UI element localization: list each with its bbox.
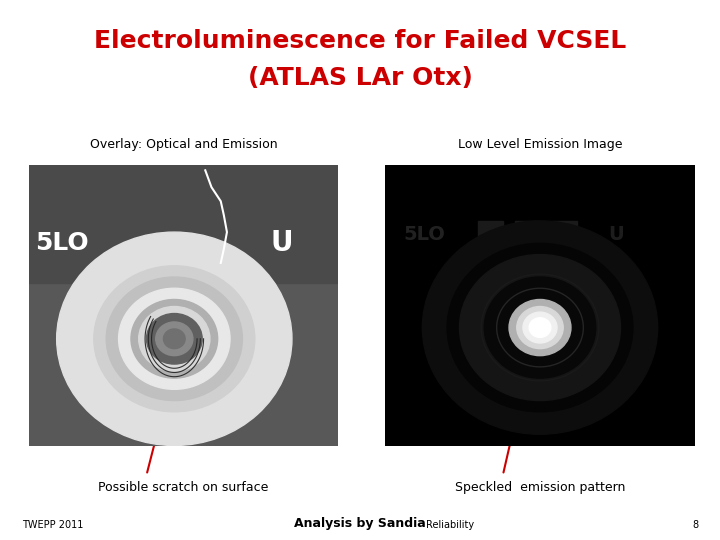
Circle shape <box>57 232 292 446</box>
Text: 5LO: 5LO <box>35 231 89 255</box>
Circle shape <box>423 221 657 434</box>
Circle shape <box>94 266 255 412</box>
Bar <box>29 165 338 282</box>
Circle shape <box>119 288 230 389</box>
Circle shape <box>447 244 633 412</box>
Text: Overlay: Optical and Emission: Overlay: Optical and Emission <box>90 138 277 151</box>
Text: 5LO: 5LO <box>404 225 446 245</box>
Text: Reliability: Reliability <box>426 520 474 530</box>
Bar <box>516 221 540 254</box>
Circle shape <box>107 277 243 401</box>
Bar <box>478 221 503 254</box>
Circle shape <box>146 314 202 364</box>
Bar <box>552 221 577 254</box>
Circle shape <box>517 307 563 349</box>
Text: Possible scratch on surface: Possible scratch on surface <box>99 481 269 494</box>
Circle shape <box>509 300 571 356</box>
Text: Electroluminescence for Failed VCSEL: Electroluminescence for Failed VCSEL <box>94 29 626 52</box>
Circle shape <box>131 300 217 378</box>
Circle shape <box>163 329 185 349</box>
Circle shape <box>529 318 551 338</box>
Circle shape <box>459 254 621 401</box>
Text: TWEPP 2011: TWEPP 2011 <box>22 520 83 530</box>
Text: U: U <box>270 230 293 258</box>
Text: U: U <box>608 225 624 245</box>
Text: Analysis by Sandia: Analysis by Sandia <box>294 517 426 530</box>
Circle shape <box>523 312 557 343</box>
Circle shape <box>139 307 210 371</box>
Text: Speckled  emission pattern: Speckled emission pattern <box>455 481 625 494</box>
Text: 8: 8 <box>692 520 698 530</box>
Text: Low Level Emission Image: Low Level Emission Image <box>458 138 622 151</box>
Circle shape <box>485 277 595 378</box>
Text: (ATLAS LAr Otx): (ATLAS LAr Otx) <box>248 66 472 90</box>
Circle shape <box>156 322 193 356</box>
